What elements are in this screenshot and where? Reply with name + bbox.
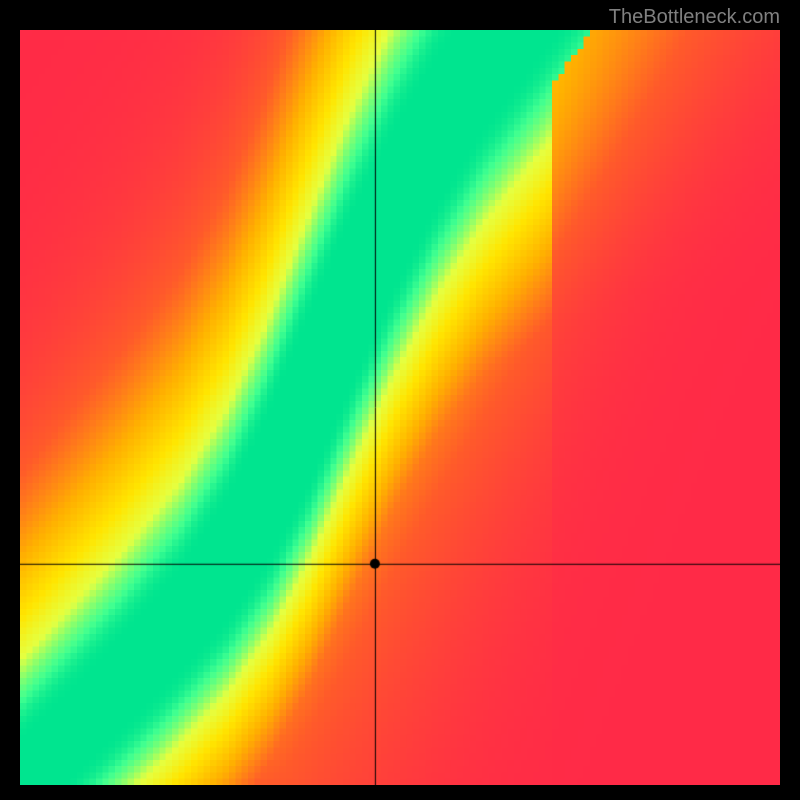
watermark-text: TheBottleneck.com xyxy=(609,6,780,29)
crosshair-overlay xyxy=(20,30,780,785)
chart-container: TheBottleneck.com xyxy=(0,0,800,800)
